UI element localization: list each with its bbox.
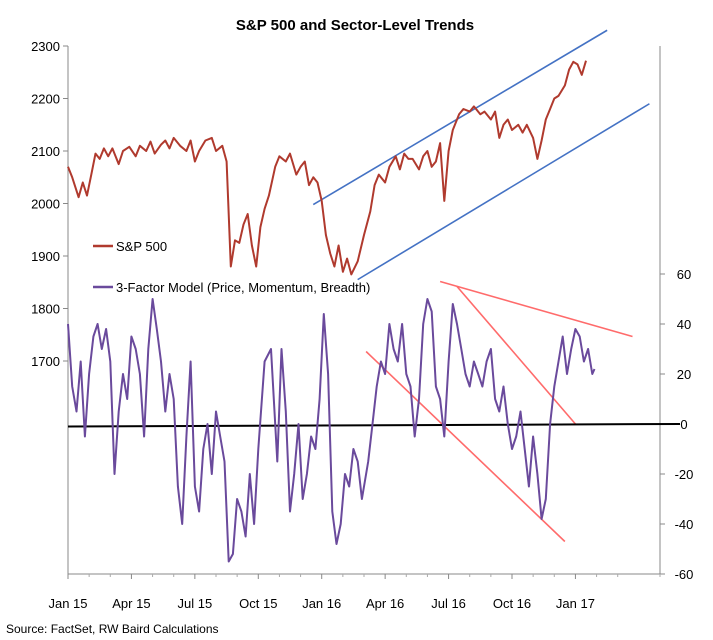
divergence-trendline bbox=[365, 350, 566, 543]
channel-trendline bbox=[312, 29, 608, 206]
trendline-annotations bbox=[67, 29, 681, 543]
source-note: Source: FactSet, RW Baird Calculations bbox=[6, 622, 219, 636]
right-tick-label: -40 bbox=[675, 517, 694, 532]
sp500-series-line bbox=[67, 60, 587, 276]
divergence-trendline bbox=[456, 285, 577, 425]
left-axis-ticks: 2300 2200 2100 2000 1900 1800 1700 bbox=[31, 39, 68, 369]
plot-frame bbox=[67, 46, 661, 575]
x-tick-label: Apr 16 bbox=[366, 596, 404, 611]
x-tick-label: Oct 15 bbox=[239, 596, 277, 611]
channel-trendline bbox=[357, 103, 650, 281]
left-tick-label: 2300 bbox=[31, 39, 60, 54]
legend: S&P 500 3-Factor Model (Price, Momentum,… bbox=[93, 239, 370, 295]
x-tick-label: Jan 17 bbox=[556, 596, 595, 611]
left-tick-label: 2200 bbox=[31, 92, 60, 107]
legend-label-sp500: S&P 500 bbox=[116, 239, 167, 254]
x-axis-ticks: Jan 15 Apr 15 Jul 15 Oct 15 Jan 16 Apr 16 Jul … bbox=[48, 574, 661, 611]
series-lines bbox=[67, 60, 596, 563]
right-axis-ticks: 60 40 20 0 -20 -40 -60 bbox=[660, 267, 693, 582]
zero-line bbox=[67, 423, 681, 428]
right-tick-label: 60 bbox=[677, 267, 691, 282]
right-tick-label: 20 bbox=[677, 367, 691, 382]
x-tick-label: Oct 16 bbox=[493, 596, 531, 611]
legend-label-model: 3-Factor Model (Price, Momentum, Breadth… bbox=[116, 280, 370, 295]
right-tick-label: 0 bbox=[680, 417, 687, 432]
left-tick-label: 2100 bbox=[31, 144, 60, 159]
x-tick-label: Apr 15 bbox=[112, 596, 150, 611]
three-factor-series-line bbox=[67, 298, 596, 563]
right-tick-label: -20 bbox=[675, 467, 694, 482]
x-tick-label: Jul 16 bbox=[431, 596, 466, 611]
left-tick-label: 1700 bbox=[31, 354, 60, 369]
chart-title: S&P 500 and Sector-Level Trends bbox=[236, 17, 474, 34]
left-tick-label: 1800 bbox=[31, 302, 60, 317]
x-tick-label: Jul 15 bbox=[178, 596, 213, 611]
x-tick-label: Jan 16 bbox=[302, 596, 341, 611]
x-tick-label: Jan 15 bbox=[48, 596, 87, 611]
right-tick-label: -60 bbox=[675, 567, 694, 582]
right-tick-label: 40 bbox=[677, 317, 691, 332]
divergence-trendline bbox=[439, 280, 633, 338]
left-tick-label: 1900 bbox=[31, 249, 60, 264]
left-tick-label: 2000 bbox=[31, 197, 60, 212]
